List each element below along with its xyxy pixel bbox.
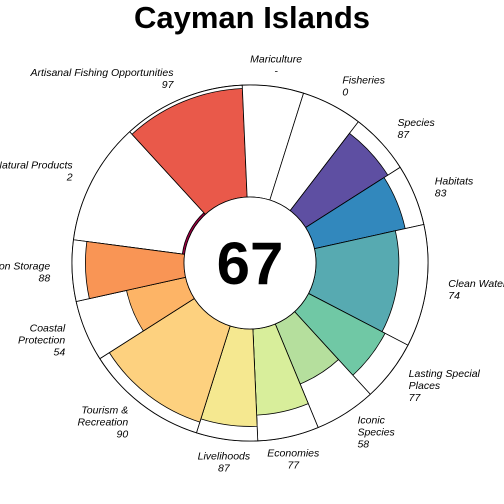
petal-label-tourism-recreation: Tourism & Recreation 90 [77,405,128,441]
petal-label-mariculture: Mariculture - [250,54,302,78]
petal-label-artisanal-fishing-opportunities: Artisanal Fishing Opportunities 97 [29,67,174,91]
petal-label-iconic-species: Iconic Species 58 [357,415,395,451]
petal-label-economies: Economies 77 [267,447,320,471]
petal-label-coastal-protection: Coastal Protection 54 [18,323,66,359]
center-circle [183,196,317,330]
petal-label-lasting-special-places: Lasting Special Places 77 [409,368,481,404]
petal-label-livelihoods: Livelihoods 87 [198,450,251,474]
overall-score: 67 [217,230,284,297]
petal-label-species: Species 87 [397,117,435,141]
petal-label-clean-waters: Clean Waters74 [448,278,504,302]
petal-label-natural-products: Natural Products 2 [0,160,73,184]
petal-label-group: Natural Products 2 Artisanal Fishing Oppor… [0,54,504,475]
petal-label-habitats: Habitats 83 [435,175,474,199]
chart-title: Cayman Islands [134,0,370,35]
petal-group [71,84,429,442]
petal-label-fisheries: Fisheries 0 [342,75,385,99]
